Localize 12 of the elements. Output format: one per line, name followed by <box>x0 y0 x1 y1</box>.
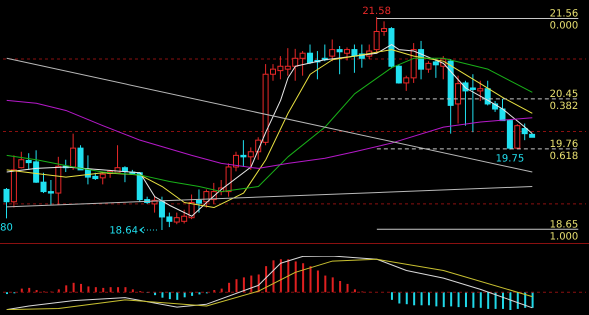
annotation: 0.382 <box>550 100 578 112</box>
ref-line-label: 19.76 <box>550 138 578 150</box>
annotation: 19.75 <box>496 154 524 165</box>
ref-line-label: 18.65 <box>550 219 578 230</box>
annotation: 0.618 <box>550 150 578 162</box>
annotation: 0.000 <box>550 20 578 32</box>
annotation: 80 <box>0 222 13 234</box>
ref-line-label: 21.56 <box>550 8 578 20</box>
annotation: 21.58 <box>362 6 391 17</box>
annotation: 18.64 <box>109 226 138 236</box>
annotation: 1.000 <box>550 231 578 242</box>
ref-line-label: 20.45 <box>550 88 578 100</box>
